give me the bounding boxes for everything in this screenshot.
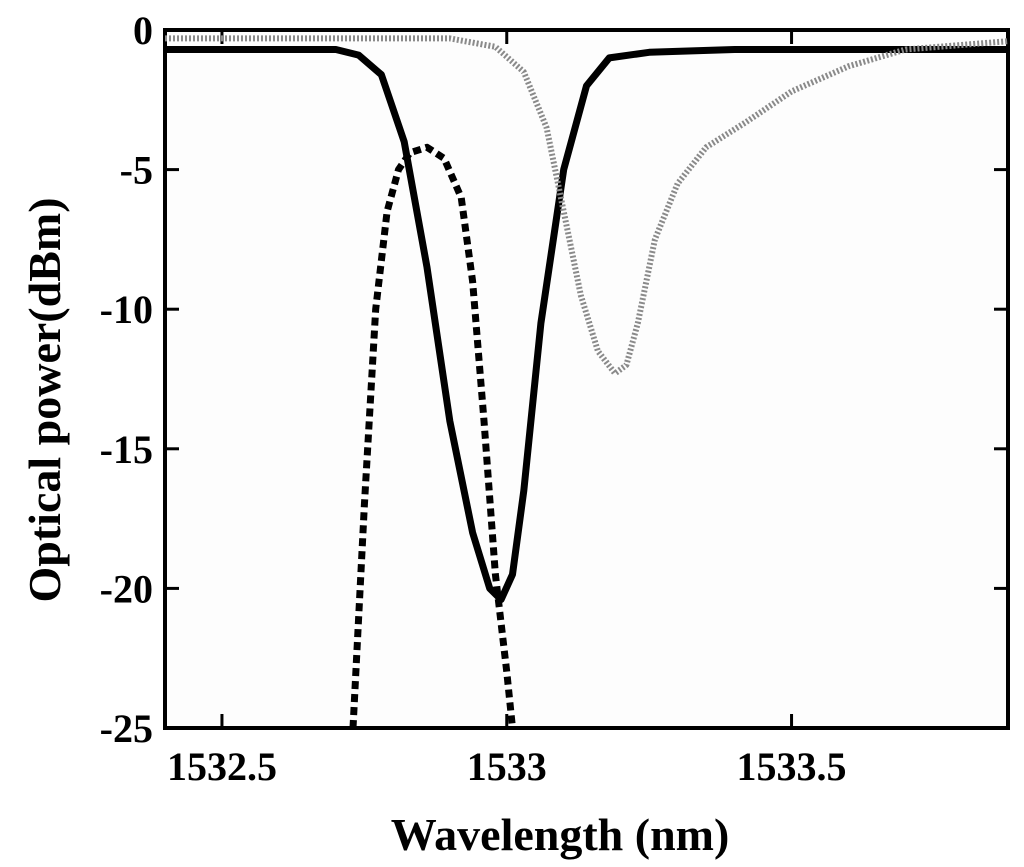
y-tick-label: -10: [100, 287, 153, 332]
y-tick-label: 0: [133, 8, 153, 53]
series-line-dashed: [349, 143, 516, 729]
series-line-dotted: [165, 35, 1009, 377]
y-axis-title: Optical power(dBm): [19, 197, 70, 602]
plot-area: [163, 28, 1010, 730]
series-group: [165, 35, 1009, 729]
y-tick-label: -20: [100, 566, 153, 611]
y-tick-label: -25: [100, 706, 153, 751]
y-axis: 0 -5 -10 -15 -20 -25: [100, 8, 1008, 751]
x-tick-label: 1532.5: [167, 744, 277, 789]
y-tick-label: -15: [100, 427, 153, 472]
x-tick-label: 1533.5: [737, 744, 847, 789]
x-axis-title: Wavelength (nm): [391, 809, 730, 860]
y-tick-label: -5: [120, 148, 153, 193]
x-tick-label: 1533: [467, 744, 547, 789]
x-axis: 1532.5 1533 1533.5: [167, 30, 847, 789]
